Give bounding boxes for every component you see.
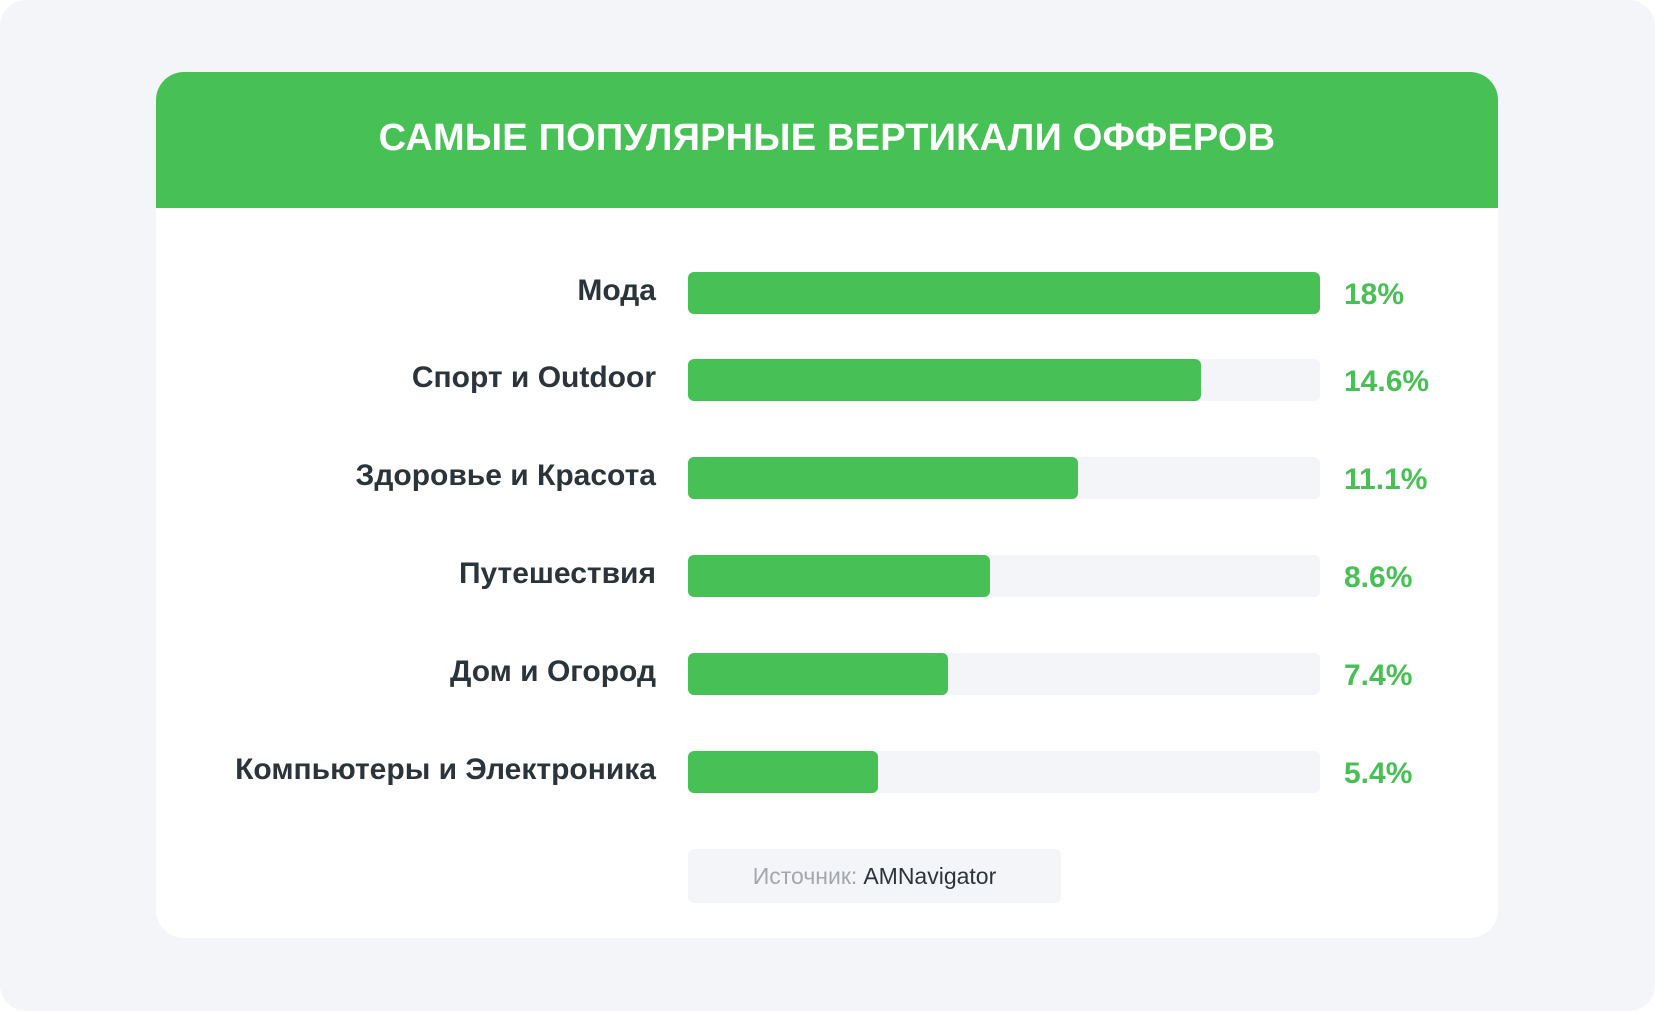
value-label: 18% xyxy=(1344,278,1405,311)
source-name: AMNavigator xyxy=(863,862,997,889)
category-label: Дом и Огород xyxy=(449,655,656,688)
category-label: Компьютеры и Электроника xyxy=(235,753,656,786)
bar xyxy=(688,751,878,793)
chart-title: САМЫЕ ПОПУЛЯРНЫЕ ВЕРТИКАЛИ ОФФЕРОВ xyxy=(378,116,1276,159)
bar-row: Путешествия 8.6% xyxy=(156,555,1498,597)
bar-track xyxy=(688,751,1320,793)
bar-row: Компьютеры и Электроника 5.4% xyxy=(156,751,1498,793)
value-label: 8.6% xyxy=(1344,561,1413,594)
bar xyxy=(688,653,948,695)
bar xyxy=(688,272,1320,314)
bar-row: Дом и Огород 7.4% xyxy=(156,653,1498,695)
category-label: Спорт и Outdoor xyxy=(411,361,656,394)
value-label: 11.1% xyxy=(1344,463,1428,496)
bar-track xyxy=(688,555,1320,597)
category-label: Здоровье и Красота xyxy=(355,459,656,492)
bar-row: Мода 18% xyxy=(156,272,1498,314)
value-label: 5.4% xyxy=(1344,757,1413,790)
category-label: Мода xyxy=(577,274,656,307)
bar-row: Здоровье и Красота 11.1% xyxy=(156,457,1498,499)
bar xyxy=(688,359,1201,401)
bar xyxy=(688,457,1078,499)
source-badge: Источник: AMNavigator xyxy=(688,849,1061,903)
chart-card: САМЫЕ ПОПУЛЯРНЫЕ ВЕРТИКАЛИ ОФФЕРОВ Мода 1… xyxy=(156,72,1498,938)
value-label: 7.4% xyxy=(1344,659,1413,692)
bar-track xyxy=(688,359,1320,401)
value-label: 14.6% xyxy=(1344,365,1430,398)
source-label: Источник: xyxy=(752,862,858,889)
chart-header: САМЫЕ ПОПУЛЯРНЫЕ ВЕРТИКАЛИ ОФФЕРОВ xyxy=(156,72,1498,208)
bar-track xyxy=(688,653,1320,695)
bar xyxy=(688,555,990,597)
bar-track xyxy=(688,457,1320,499)
bar-row: Спорт и Outdoor 14.6% xyxy=(156,359,1498,401)
category-label: Путешествия xyxy=(458,557,656,590)
bar-track xyxy=(688,272,1320,314)
